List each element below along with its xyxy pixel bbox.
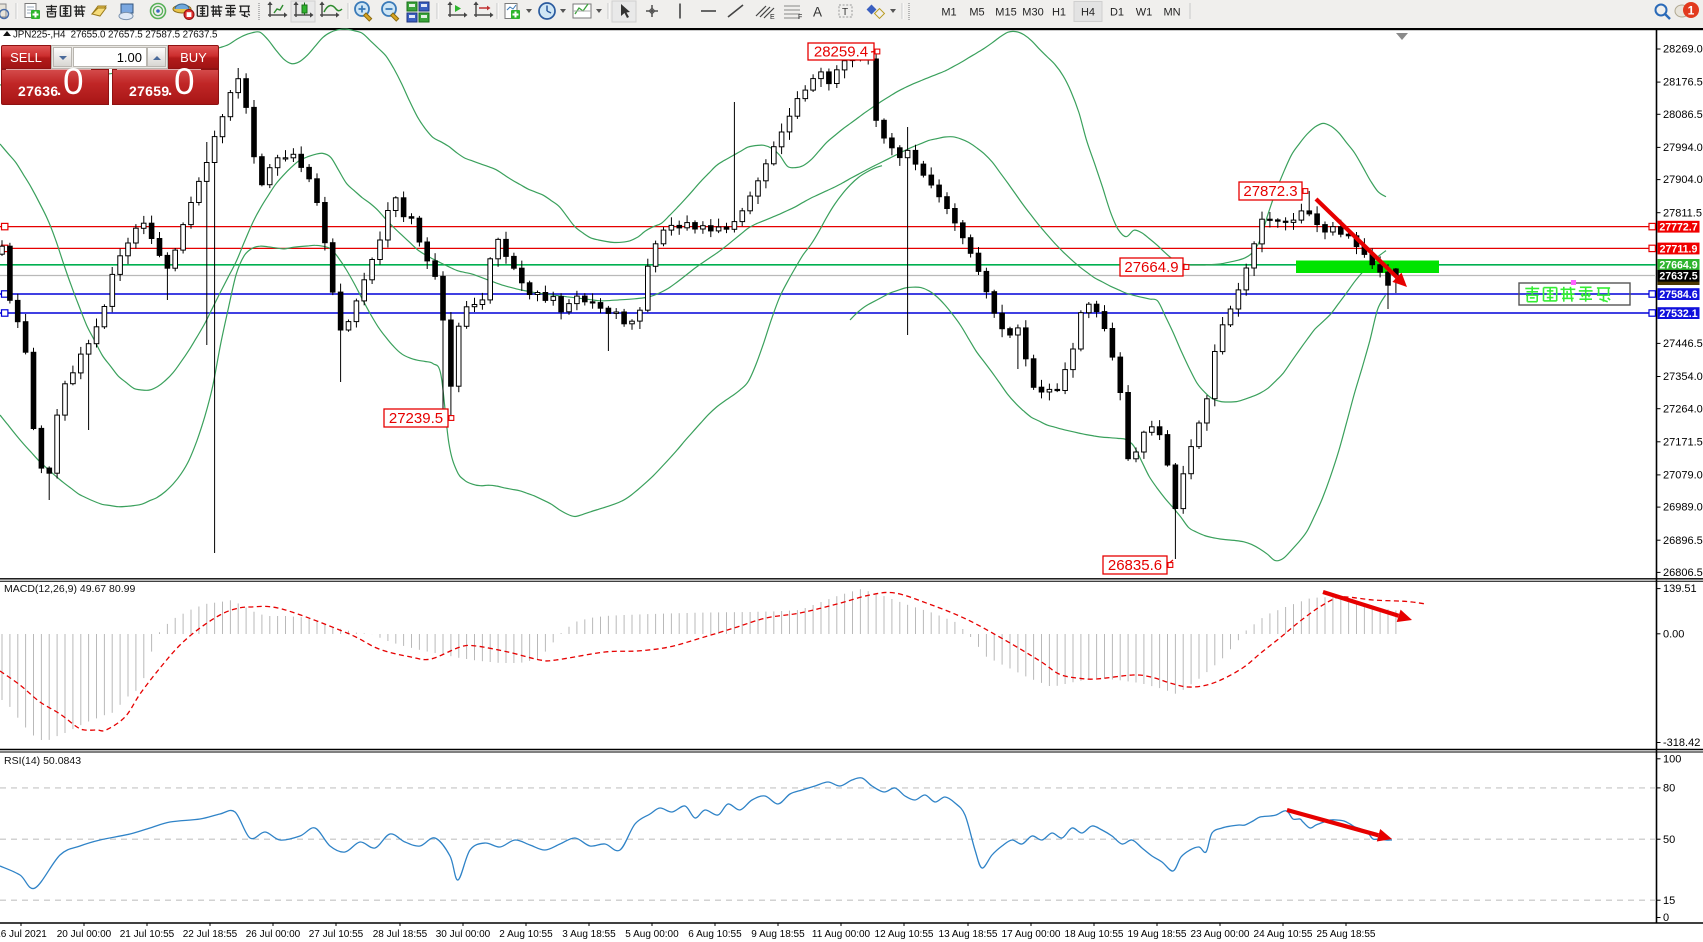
svg-text:27904.0: 27904.0 bbox=[1663, 174, 1703, 186]
svg-text:27446.5: 27446.5 bbox=[1663, 338, 1703, 350]
svg-text:80: 80 bbox=[1663, 783, 1675, 795]
svg-text:9 Aug 18:55: 9 Aug 18:55 bbox=[751, 929, 805, 940]
svg-text:18 Aug 10:55: 18 Aug 10:55 bbox=[1065, 929, 1124, 940]
svg-text:28 Jul 18:55: 28 Jul 18:55 bbox=[373, 929, 428, 940]
svg-text:26835.6: 26835.6 bbox=[1108, 557, 1162, 574]
svg-text:12 Aug 10:55: 12 Aug 10:55 bbox=[875, 929, 934, 940]
svg-text:13 Aug 18:55: 13 Aug 18:55 bbox=[939, 929, 998, 940]
svg-text:-318.42: -318.42 bbox=[1663, 737, 1700, 749]
svg-text:26989.0: 26989.0 bbox=[1663, 502, 1703, 514]
svg-text:D1: D1 bbox=[1110, 7, 1124, 19]
svg-text:F: F bbox=[798, 14, 802, 21]
svg-text:27 Jul 10:55: 27 Jul 10:55 bbox=[309, 929, 364, 940]
svg-text:H1: H1 bbox=[1052, 7, 1066, 19]
svg-text:6 Aug 10:55: 6 Aug 10:55 bbox=[688, 929, 742, 940]
svg-text:27664.9: 27664.9 bbox=[1659, 260, 1697, 272]
svg-text:27239.5: 27239.5 bbox=[389, 410, 443, 427]
svg-text:23 Aug 00:00: 23 Aug 00:00 bbox=[1191, 929, 1250, 940]
svg-text:27354.0: 27354.0 bbox=[1663, 371, 1703, 383]
svg-text:27637.5: 27637.5 bbox=[1659, 271, 1697, 283]
svg-text:27079.0: 27079.0 bbox=[1663, 470, 1703, 482]
svg-text:M15: M15 bbox=[995, 7, 1016, 19]
svg-text:27584.6: 27584.6 bbox=[1659, 289, 1697, 301]
svg-text:11 Aug 00:00: 11 Aug 00:00 bbox=[812, 929, 871, 940]
svg-text:E: E bbox=[770, 14, 775, 21]
svg-text:28086.5: 28086.5 bbox=[1663, 109, 1703, 121]
svg-text:27532.1: 27532.1 bbox=[1659, 308, 1697, 320]
svg-text:15: 15 bbox=[1663, 895, 1675, 907]
svg-text:27171.5: 27171.5 bbox=[1663, 436, 1703, 448]
svg-text:2 Aug 10:55: 2 Aug 10:55 bbox=[499, 929, 553, 940]
svg-text:139.51: 139.51 bbox=[1663, 583, 1697, 595]
svg-text:21 Jul 10:55: 21 Jul 10:55 bbox=[120, 929, 175, 940]
svg-text:26806.5: 26806.5 bbox=[1663, 567, 1703, 579]
svg-text:0: 0 bbox=[1663, 912, 1669, 924]
svg-text:25 Aug 18:55: 25 Aug 18:55 bbox=[1317, 929, 1376, 940]
svg-text:M1: M1 bbox=[941, 7, 956, 19]
svg-text:27872.3: 27872.3 bbox=[1243, 183, 1297, 200]
svg-text:50: 50 bbox=[1663, 834, 1675, 846]
svg-text:T: T bbox=[842, 7, 848, 18]
svg-text:A: A bbox=[813, 5, 822, 20]
svg-text:3 Aug 18:55: 3 Aug 18:55 bbox=[562, 929, 616, 940]
svg-text:5 Aug 00:00: 5 Aug 00:00 bbox=[625, 929, 679, 940]
svg-text:100: 100 bbox=[1663, 753, 1681, 765]
svg-text:28259.4: 28259.4 bbox=[814, 44, 868, 61]
svg-text:26 Jul 00:00: 26 Jul 00:00 bbox=[246, 929, 301, 940]
svg-text:16 Jul 2021: 16 Jul 2021 bbox=[0, 929, 47, 940]
svg-text:27264.0: 27264.0 bbox=[1663, 403, 1703, 415]
svg-text:M30: M30 bbox=[1022, 7, 1043, 19]
svg-text:28176.5: 28176.5 bbox=[1663, 77, 1703, 89]
svg-text:27711.9: 27711.9 bbox=[1660, 243, 1698, 255]
svg-text:M5: M5 bbox=[969, 7, 984, 19]
svg-text:MN: MN bbox=[1163, 7, 1180, 19]
svg-text:RSI(14) 50.0843: RSI(14) 50.0843 bbox=[4, 755, 81, 767]
svg-text:30 Jul 00:00: 30 Jul 00:00 bbox=[436, 929, 491, 940]
svg-text:22 Jul 18:55: 22 Jul 18:55 bbox=[183, 929, 238, 940]
svg-text:28269.0: 28269.0 bbox=[1663, 44, 1703, 56]
svg-text:24 Aug 10:55: 24 Aug 10:55 bbox=[1254, 929, 1313, 940]
svg-text:27664.9: 27664.9 bbox=[1124, 259, 1178, 276]
svg-text:27772.7: 27772.7 bbox=[1659, 222, 1697, 234]
svg-text:20 Jul 00:00: 20 Jul 00:00 bbox=[57, 929, 112, 940]
svg-text:H4: H4 bbox=[1081, 7, 1095, 19]
svg-text:MACD(12,26,9) 49.67 80.99: MACD(12,26,9) 49.67 80.99 bbox=[4, 583, 135, 595]
svg-text:1: 1 bbox=[1688, 4, 1695, 18]
svg-text:0.00: 0.00 bbox=[1663, 628, 1684, 640]
svg-text:17 Aug 00:00: 17 Aug 00:00 bbox=[1002, 929, 1061, 940]
svg-text:26896.5: 26896.5 bbox=[1663, 535, 1703, 547]
svg-text:JPN225-,H4 27655.0 27657.5 27: JPN225-,H4 27655.0 27657.5 27587.5 27637… bbox=[13, 30, 218, 41]
svg-text:27811.5: 27811.5 bbox=[1663, 207, 1702, 219]
svg-text:27994.0: 27994.0 bbox=[1663, 142, 1703, 154]
svg-text:19 Aug 18:55: 19 Aug 18:55 bbox=[1128, 929, 1187, 940]
svg-text:W1: W1 bbox=[1136, 7, 1153, 19]
